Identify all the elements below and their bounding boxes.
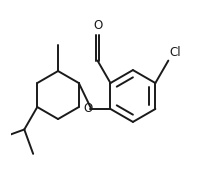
Text: Cl: Cl bbox=[170, 46, 181, 59]
Text: O: O bbox=[93, 19, 102, 32]
Text: O: O bbox=[84, 103, 93, 115]
